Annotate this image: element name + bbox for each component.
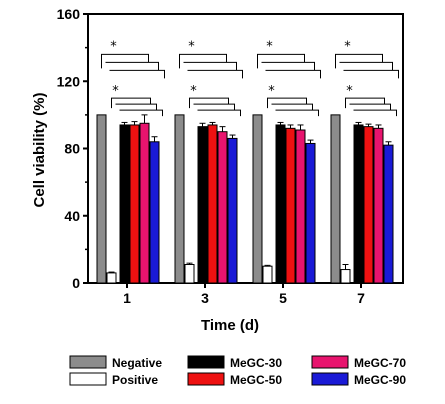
legend: Negative Positive MeGC-30 MeGC-50 MeGC-70 MeG…	[69, 355, 406, 387]
legend-swatch-megc-30	[187, 355, 225, 369]
legend-swatch-megc-90	[311, 372, 349, 386]
bar-negative-day-5	[252, 114, 263, 284]
significance-star: *	[110, 39, 117, 54]
legend-label-megc-70: MeGC-70	[354, 356, 406, 370]
significance-star: *	[112, 84, 119, 99]
bar-megc-30-day-7	[353, 124, 364, 284]
bars	[96, 114, 394, 284]
bar-megc-50-day-7	[363, 126, 374, 284]
bracket-negative	[179, 53, 243, 79]
bar-megc-90-day-5	[305, 142, 316, 284]
bar-megc-70-day-3	[217, 131, 228, 284]
bar-megc-50-day-1	[129, 124, 140, 284]
bracket-positive	[111, 97, 163, 117]
legend-label-megc-50: MeGC-50	[230, 373, 282, 387]
legend-label-megc-30: MeGC-30	[230, 356, 282, 370]
bracket-negative	[335, 53, 399, 79]
legend-swatch-positive	[69, 372, 107, 386]
significance-brackets: * * * * * * * *	[101, 39, 399, 117]
significance-star: *	[266, 39, 273, 54]
bar-positive-day-3	[184, 264, 195, 284]
x-axis-title: Time (d)	[201, 317, 259, 334]
x-tick-label: 3	[201, 290, 209, 306]
legend-swatch-megc-50	[187, 372, 225, 386]
bar-megc-70-day-7	[373, 127, 384, 284]
y-tick-label: 120	[57, 73, 81, 89]
significance-star: *	[268, 84, 275, 99]
legend-swatch-negative	[69, 355, 107, 369]
legend-label-megc-90: MeGC-90	[354, 373, 406, 387]
bar-megc-50-day-3	[207, 124, 218, 284]
bar-negative-day-1	[96, 114, 107, 284]
bracket-positive	[189, 97, 241, 117]
bar-positive-day-5	[262, 265, 273, 284]
x-tick-label: 7	[357, 290, 365, 306]
bar-megc-50-day-5	[285, 127, 296, 284]
y-tick-label: 160	[57, 6, 81, 22]
y-axis-title: Cell viability (%)	[31, 92, 48, 207]
y-tick-label: 40	[64, 208, 80, 224]
bar-megc-90-day-3	[227, 137, 238, 284]
bar-negative-day-7	[330, 114, 341, 284]
x-tick-label: 1	[123, 290, 131, 306]
bar-megc-30-day-3	[197, 126, 208, 284]
significance-star: *	[344, 39, 351, 54]
legend-label-positive: Positive	[112, 373, 158, 387]
bar-megc-90-day-7	[383, 144, 394, 284]
y-tick-label: 0	[72, 275, 80, 291]
bar-megc-70-day-5	[295, 129, 306, 284]
bar-negative-day-3	[174, 114, 185, 284]
significance-star: *	[190, 84, 197, 99]
legend-swatch-megc-70	[311, 355, 349, 369]
bracket-negative	[101, 53, 165, 79]
x-tick-label: 5	[279, 290, 287, 306]
significance-star: *	[346, 84, 353, 99]
bar-megc-30-day-5	[275, 124, 286, 284]
significance-star: *	[188, 39, 195, 54]
bracket-positive	[345, 97, 397, 117]
bar-megc-90-day-1	[149, 141, 160, 284]
bar-positive-day-1	[106, 272, 117, 284]
y-axis: 0 40 80 120 160	[57, 6, 88, 291]
bar-megc-70-day-1	[139, 122, 150, 284]
x-axis: 1 3 5 7	[123, 283, 365, 306]
bracket-negative	[257, 53, 321, 79]
bar-megc-30-day-1	[119, 124, 130, 284]
bracket-positive	[267, 97, 319, 117]
y-tick-label: 80	[64, 141, 80, 157]
legend-label-negative: Negative	[112, 356, 162, 370]
bar-positive-day-7	[340, 269, 351, 284]
